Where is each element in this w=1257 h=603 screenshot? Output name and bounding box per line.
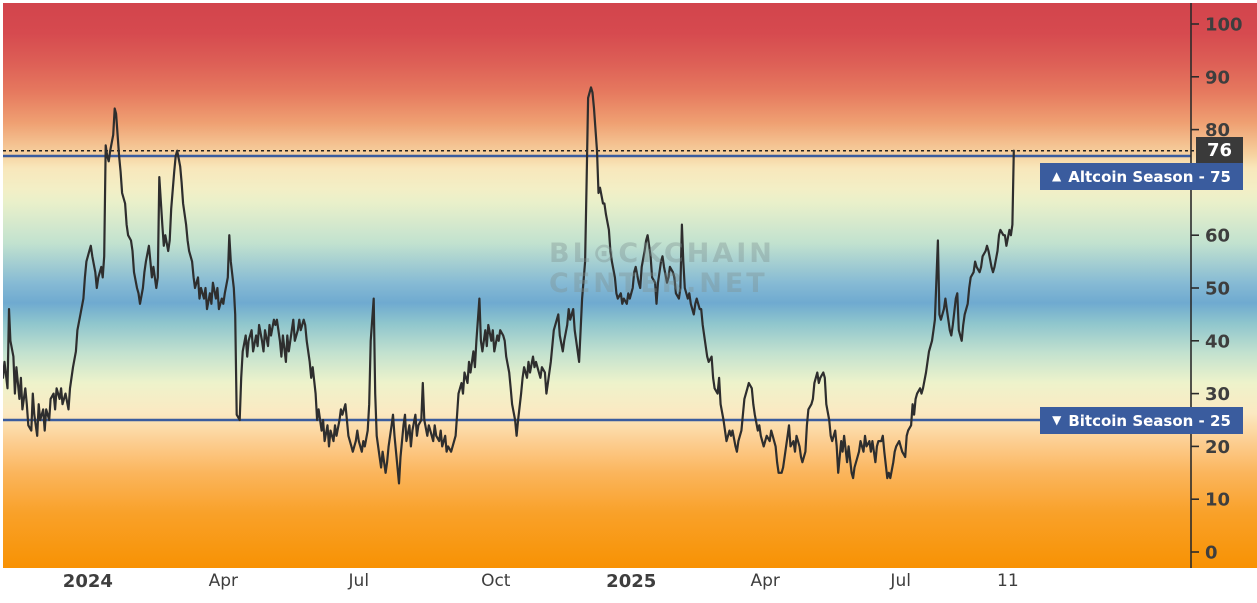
bitcoin-season-label: Bitcoin Season - 25: [1068, 411, 1231, 430]
chart-canvas: 0 10 20 30 40 50 60 80 90 100: [3, 3, 1243, 568]
triangle-up-icon: ▲: [1052, 168, 1062, 183]
y-tick-label: 10: [1205, 490, 1230, 511]
bitcoin-season-badge: ▼ Bitcoin Season - 25: [1040, 407, 1243, 434]
watermark-line2: CENTER.NET: [549, 268, 768, 299]
watermark-line1: BL⊙CKCHAIN: [549, 238, 775, 269]
y-tick-label: 20: [1205, 437, 1230, 458]
x-tick-label: Oct: [481, 571, 511, 591]
y-tick-label: 60: [1205, 226, 1230, 247]
y-tick-label: 80: [1205, 120, 1230, 141]
x-tick-label: Jul: [890, 571, 911, 591]
current-value-badge: 76: [1196, 137, 1243, 163]
x-tick-label: 2024: [62, 571, 113, 592]
altcoin-season-label: Altcoin Season - 75: [1068, 167, 1231, 186]
x-axis-labels: 2024 Apr Jul Oct 2025 Apr Jul 11: [0, 571, 1257, 601]
y-tick-label: 90: [1205, 67, 1230, 88]
y-tick-label: 0: [1205, 543, 1218, 564]
x-tick-label: Apr: [750, 571, 780, 591]
triangle-down-icon: ▼: [1052, 412, 1062, 427]
y-tick-label: 100: [1205, 15, 1243, 36]
altcoin-season-badge: ▲ Altcoin Season - 75: [1040, 163, 1243, 190]
x-tick-label: 11: [997, 571, 1019, 591]
watermark: BL⊙CKCHAIN CENTER.NET: [549, 239, 775, 299]
y-tick-label: 30: [1205, 384, 1230, 405]
x-tick-label: Apr: [208, 571, 239, 591]
x-tick-label: 2025: [606, 571, 657, 592]
x-tick-label: Jul: [348, 571, 370, 591]
chart-plot-area: 0 10 20 30 40 50 60 80 90 100 BL⊙CKCHAIN CENTER.N…: [3, 3, 1257, 568]
y-tick-label: 50: [1205, 279, 1230, 300]
index-series-line: [3, 86, 1015, 485]
y-tick-label: 40: [1205, 331, 1230, 352]
